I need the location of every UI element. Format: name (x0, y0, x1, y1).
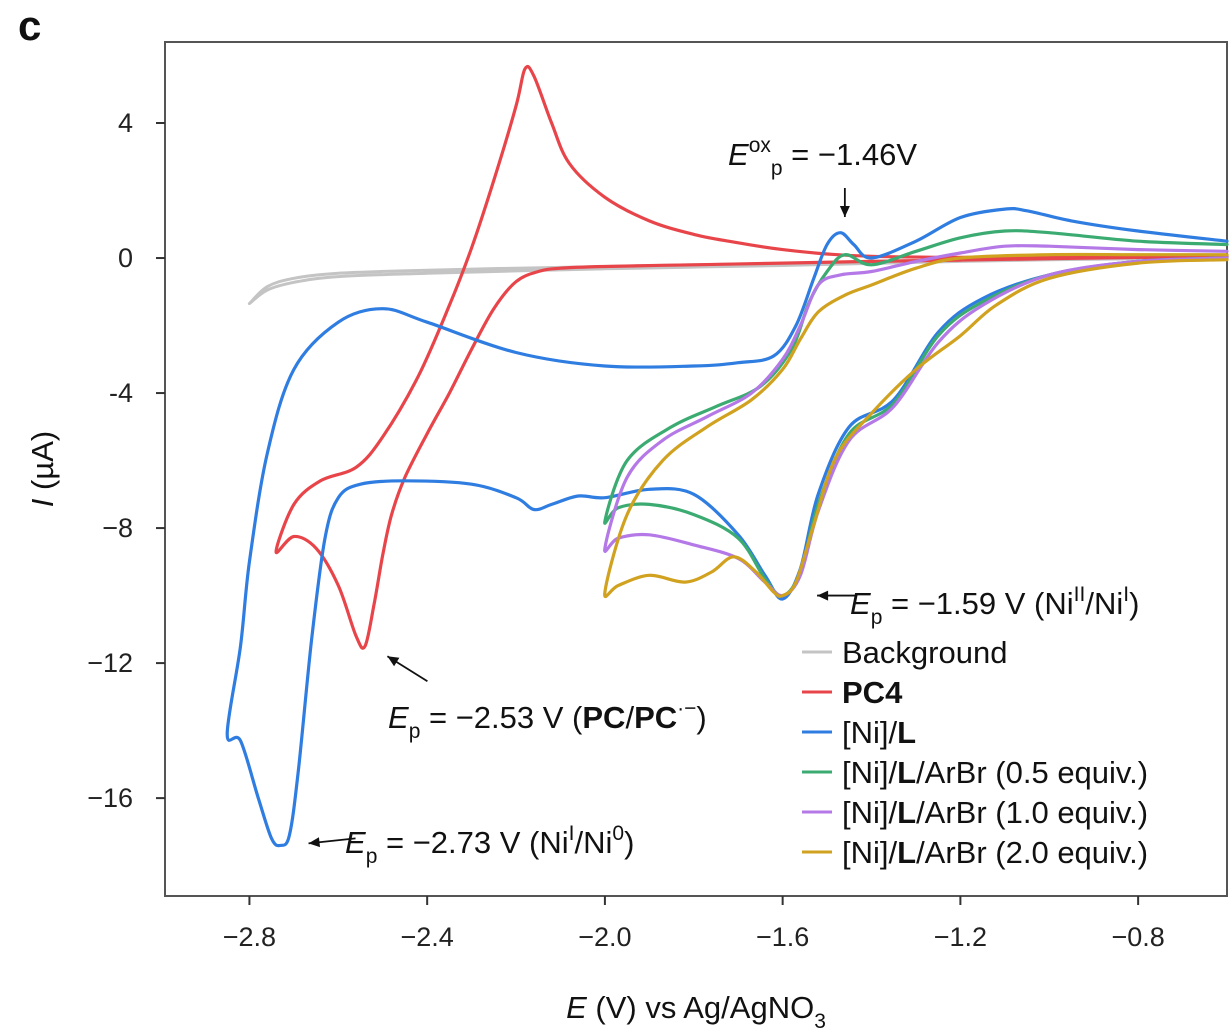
y-axis-title: I (µA) (25, 431, 60, 507)
series-line-arbr_05 (603, 229, 1229, 598)
ep-ox-arrow-head (839, 206, 850, 218)
legend-label-pc4: PC4 (842, 675, 903, 710)
ep-pc-arrow-head (387, 656, 400, 667)
series-line-arbr_20 (603, 252, 1229, 599)
x-axis-title: E (V) vs Ag/AgNO3 (566, 990, 826, 1033)
ep-ni1-arrow-head (308, 837, 320, 848)
y-tick-label: 4 (118, 108, 133, 138)
x-tick-label: −2.0 (578, 922, 631, 952)
legend-label-arbr_05: [Ni]/L/ArBr (0.5 equiv.) (842, 755, 1148, 790)
x-tick-label: −1.2 (934, 922, 987, 952)
legend-label-ni_l: [Ni]/L (842, 715, 916, 750)
legend-label-arbr_20: [Ni]/L/ArBr (2.0 equiv.) (842, 835, 1148, 870)
legend-label-background: Background (842, 635, 1007, 670)
annotation-ep-pc: Ep = −2.53 V (PC/PC·−) (388, 697, 707, 743)
y-tick-label: −16 (87, 783, 133, 813)
x-tick-label: −2.8 (223, 922, 276, 952)
legend-label-arbr_10: [Ni]/L/ArBr (1.0 equiv.) (842, 795, 1148, 830)
x-tick-label: −2.4 (401, 922, 454, 952)
series-line-pc4 (274, 64, 1229, 650)
x-tick-label: −1.6 (756, 922, 809, 952)
annotation-ep-ox: Eoxp = −1.46V (728, 134, 917, 180)
ep-ni2-arrow-head (817, 590, 829, 601)
y-tick-label: 0 (118, 243, 133, 273)
y-tick-label: −12 (87, 648, 133, 678)
annotation-ep-ni2: Ep = −1.59 V (NiII/NiI) (850, 583, 1139, 629)
series-line-arbr_10 (603, 243, 1229, 598)
series-line-ni_l (225, 207, 1229, 848)
y-tick-label: −8 (102, 513, 133, 543)
plot-frame (164, 41, 1228, 897)
panel-label: c (18, 2, 42, 49)
annotation-ep-ni1: Ep = −2.73 V (NiI/Ni0) (345, 822, 634, 868)
x-tick-label: −0.8 (1111, 922, 1164, 952)
y-tick-label: -4 (109, 378, 133, 408)
